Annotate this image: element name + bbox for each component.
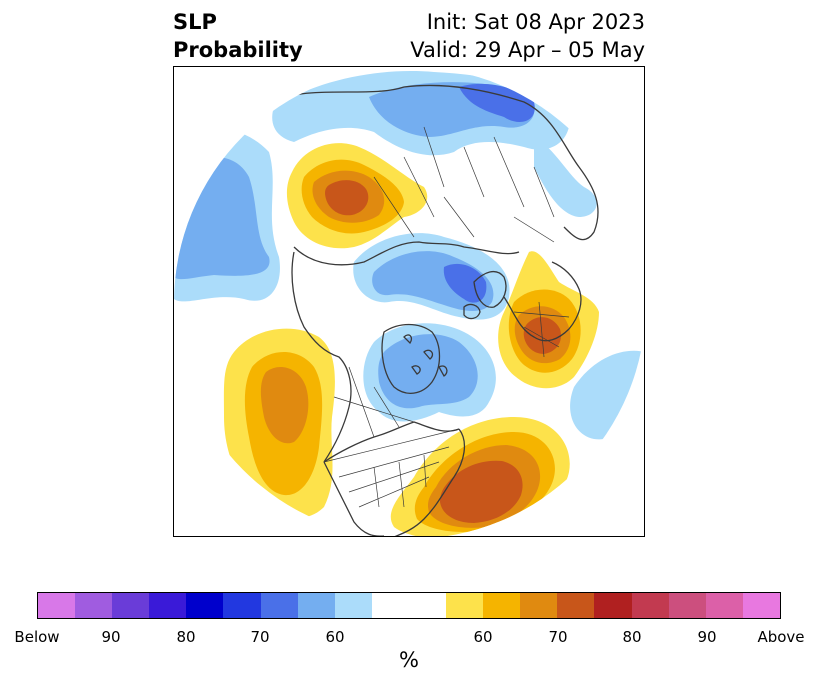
valid-range: Valid: 29 Apr – 05 May <box>410 38 645 62</box>
coast-mexico <box>323 461 385 536</box>
colorbar-tick-below-80: 80 <box>176 628 196 646</box>
colorbar-tick-above-80: 80 <box>622 628 642 646</box>
colorbar-segment <box>297 593 335 618</box>
coast-scandinavia <box>473 270 507 308</box>
colorbar-unit-label: % <box>399 648 419 672</box>
coast-hudson <box>323 421 460 463</box>
above-normal-region-east-pacific <box>223 328 335 518</box>
coast-europe <box>503 261 582 342</box>
colorbar-segment <box>260 593 298 618</box>
coast-siberia <box>293 241 520 266</box>
colorbar-segment <box>38 593 76 618</box>
borders-europe <box>513 301 570 358</box>
borders-asia <box>373 126 555 243</box>
colorbar-segment <box>446 593 484 618</box>
colorbar-segment <box>557 593 595 618</box>
above-normal-region-siberia <box>286 143 428 249</box>
colorbar-segment <box>149 593 187 618</box>
colorbar-segment <box>631 593 669 618</box>
coast-asia <box>283 84 599 241</box>
colorbar-segment <box>668 593 706 618</box>
colorbar-segment <box>520 593 558 618</box>
below-normal-region-north-pacific <box>174 128 280 302</box>
title-probability: Probability <box>173 38 303 62</box>
coast-alaska <box>291 251 352 463</box>
colorbar-segment <box>371 593 409 618</box>
title-slp: SLP <box>173 10 217 34</box>
probability-colorbar <box>37 592 781 619</box>
coast-greenland <box>381 323 441 394</box>
colorbar-tick-below-70: 70 <box>250 628 270 646</box>
title-right: Init: Sat 08 Apr 2023 Valid: 29 Apr – 05… <box>410 8 645 64</box>
colorbar-segment <box>408 593 447 618</box>
coast-usa-east <box>393 428 466 536</box>
colorbar-tick-above: Above <box>757 628 805 646</box>
borders-usa <box>323 428 460 508</box>
colorbar-tick-below: Below <box>14 628 60 646</box>
map-canvas <box>174 71 644 536</box>
colorbar-segment <box>705 593 743 618</box>
colorbar-segment <box>112 593 150 618</box>
colorbar-segment <box>742 593 780 618</box>
colorbar-tick-above-90: 90 <box>697 628 717 646</box>
below-normal-region-arctic-ocean <box>353 233 510 320</box>
below-normal-region-canada <box>363 323 496 422</box>
slp-probability-map <box>173 66 645 537</box>
above-normal-region-europe <box>498 251 599 389</box>
colorbar-tick-below-90: 90 <box>101 628 121 646</box>
borders-canada <box>333 366 415 438</box>
colorbar-segment <box>75 593 113 618</box>
init-date: Init: Sat 08 Apr 2023 <box>426 10 645 34</box>
colorbar-tick-below-60: 60 <box>325 628 345 646</box>
colorbar-segment <box>186 593 224 618</box>
above-normal-region-west-atlantic <box>390 417 570 536</box>
colorbar-segment <box>223 593 261 618</box>
arctic-islands <box>403 334 448 377</box>
colorbar-tick-above-70: 70 <box>548 628 568 646</box>
coast-iceland <box>463 303 481 320</box>
colorbar-segment <box>594 593 632 618</box>
land-outlines <box>283 84 599 536</box>
title-left: SLP Probability <box>173 8 303 64</box>
colorbar-tick-above-60: 60 <box>473 628 493 646</box>
colorbar-segment <box>483 593 521 618</box>
colorbar-segment <box>334 593 372 618</box>
